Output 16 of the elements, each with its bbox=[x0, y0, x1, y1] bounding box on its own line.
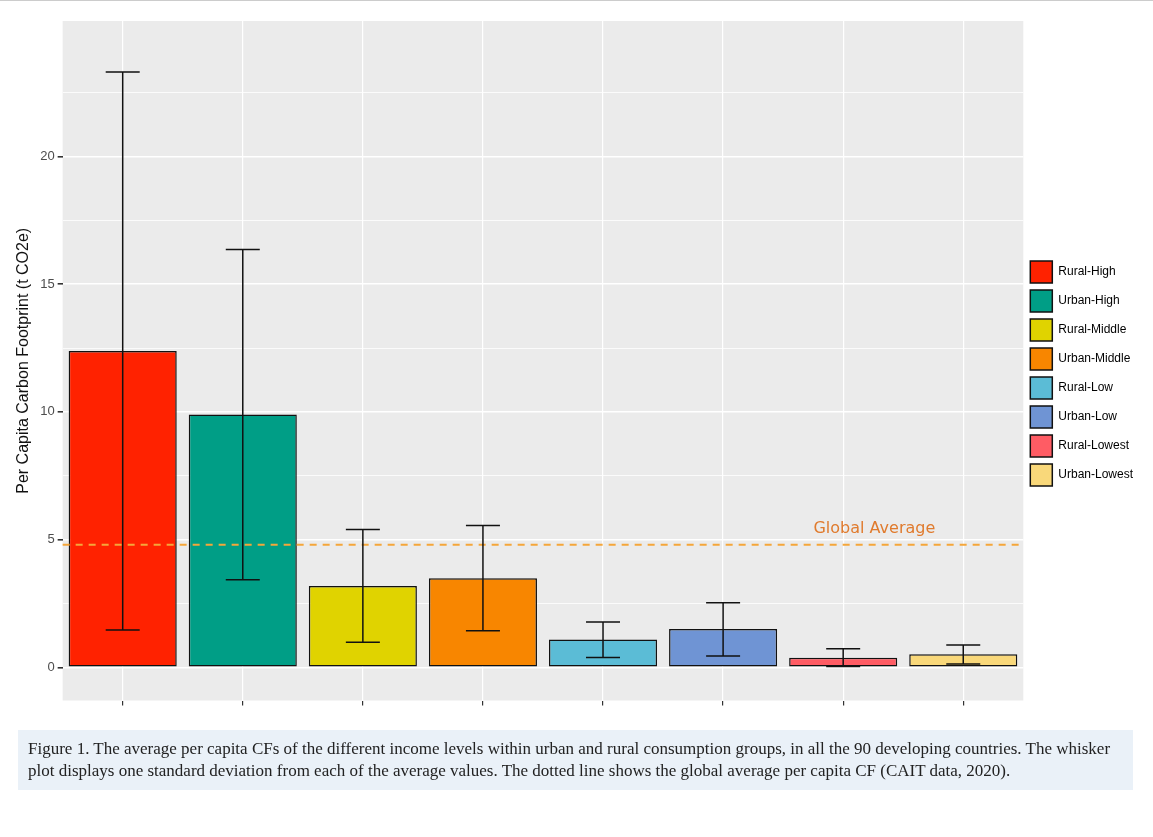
legend-label: Urban-Low bbox=[1058, 409, 1118, 424]
caption: Figure 1. The average per capita CFs of the different income levels within urban and rural consumption groups, in all the 90 developing countries. The whisker plot displays one standard deviation from each of the average values. The dotted line shows the global average per capita CF (CAIT data, 2020). bbox=[18, 730, 1133, 790]
y-tick-label: 15 bbox=[40, 275, 55, 291]
y-tick-label: 0 bbox=[47, 658, 55, 674]
y-tick-label: 10 bbox=[40, 403, 55, 419]
y-tick-label: 20 bbox=[40, 147, 55, 163]
legend-label: Rural-High bbox=[1058, 264, 1116, 279]
legend-label: Urban-Middle bbox=[1058, 351, 1131, 366]
legend-label: Rural-Low bbox=[1058, 380, 1114, 395]
legend-label: Rural-Middle bbox=[1058, 322, 1127, 337]
legend-label: Rural-Lowest bbox=[1058, 438, 1130, 453]
y-axis-title: Per Capita Carbon Footprint (t CO2e) bbox=[14, 227, 32, 494]
y-tick-label: 5 bbox=[47, 531, 55, 547]
legend-label: Urban-High bbox=[1058, 293, 1120, 308]
ref-line-label: Global Average bbox=[813, 517, 936, 537]
legend-label: Urban-Lowest bbox=[1058, 467, 1134, 482]
